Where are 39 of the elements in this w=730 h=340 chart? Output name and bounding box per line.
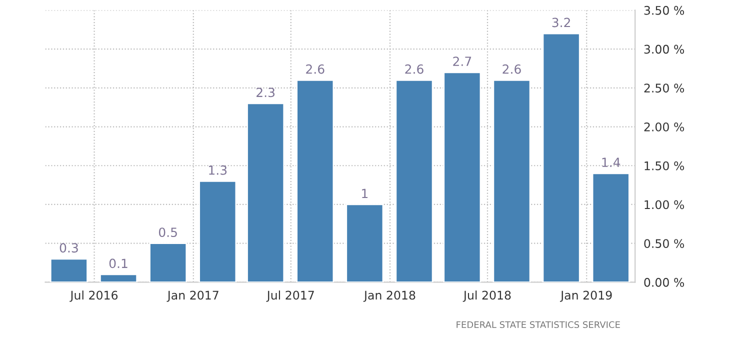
bar [395,79,434,282]
data-label: 0.5 [158,228,177,238]
bar [346,204,384,282]
text: FEDERAL STATE STATISTICS SERVICE [456,321,620,328]
y-tick-label: 0.50 % [644,239,684,248]
bar [149,242,188,282]
bar [592,172,630,282]
data-label: 0.1 [109,258,128,268]
x-tick-label: Jul 2016 [70,290,118,302]
x-tick-label: Jan 2017 [166,290,218,302]
y-tick-label: 3.50 % [644,6,684,15]
x-tick-label: Jul 2018 [462,290,511,302]
bar [50,258,88,282]
data-label: 1 [362,188,368,198]
data-label: 3.2 [552,18,570,28]
bar [443,72,482,282]
bar [492,79,531,282]
bar [246,102,285,282]
data-label: 2.6 [502,64,521,74]
data-label: 1.4 [602,158,620,167]
y-tick-label: 2.50 % [644,84,684,93]
data-label: 1.3 [209,165,227,175]
x-tick-label: Jan 2019 [560,290,612,302]
y-tick-label: 2.00 % [644,122,684,132]
bar [542,32,580,282]
y-tick-label: 0.00 % [644,278,684,287]
bar [100,274,138,282]
y-tick-label: 1.50 % [644,161,684,170]
bar [296,79,334,282]
data-label: 2.7 [453,56,472,66]
bar [198,180,237,282]
data-label: 0.3 [60,243,78,253]
x-tick-label: Jul 2017 [266,290,314,302]
y-tick-label: 1.00 % [644,200,684,210]
x-tick-label: Jan 2018 [363,290,416,302]
data-label: 2.6 [405,64,424,74]
y-tick-label: 3.00 % [644,44,684,54]
data-label: 2.3 [256,88,275,98]
data-label: 2.6 [306,64,324,74]
